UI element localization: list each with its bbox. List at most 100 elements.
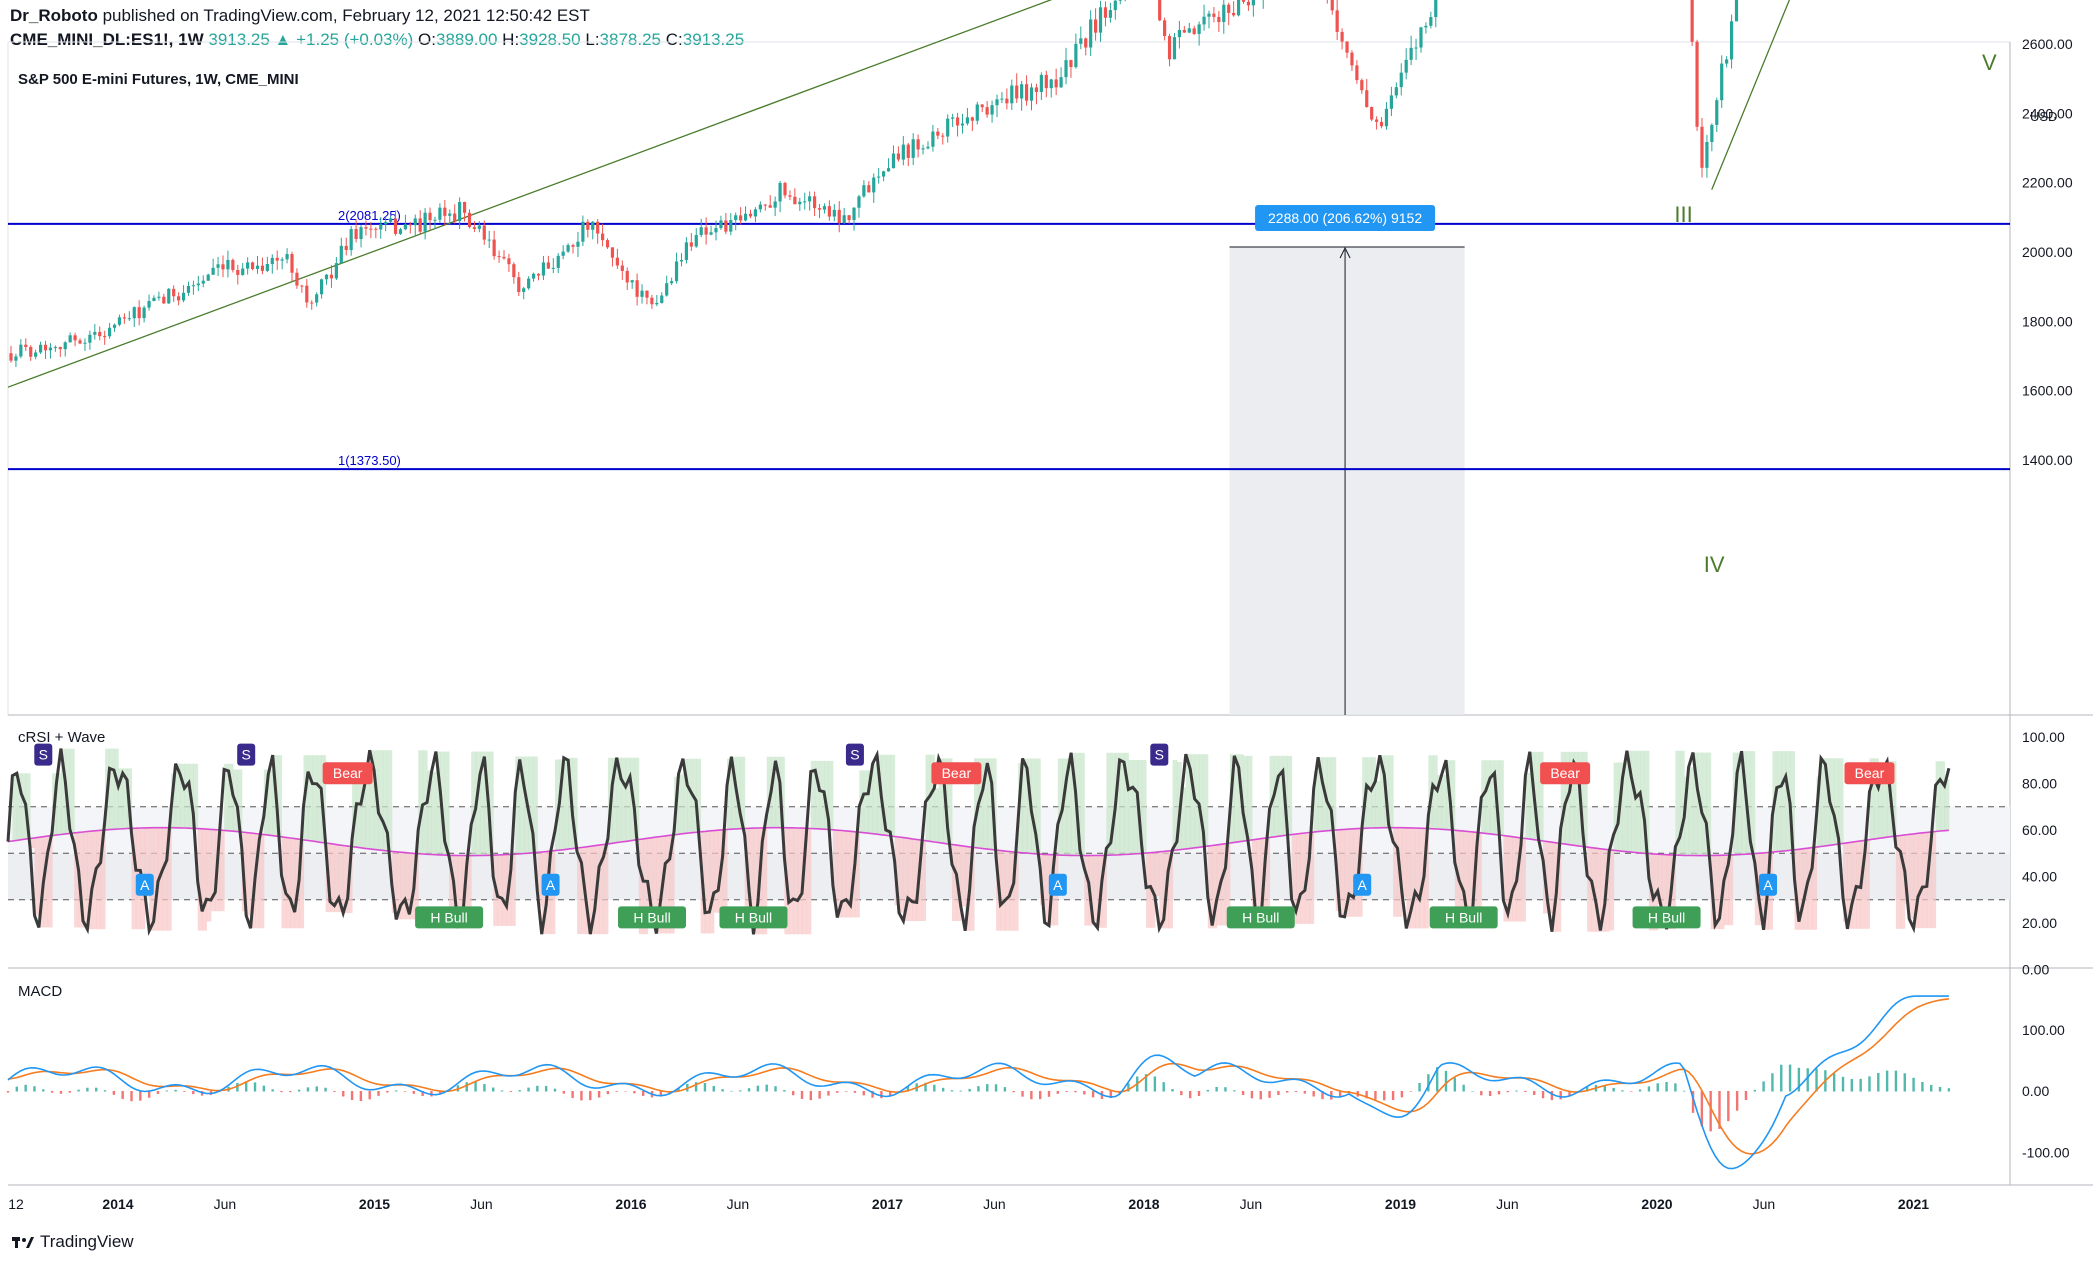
crsi-wave-fill bbox=[109, 748, 115, 830]
tradingview-footer[interactable]: TradingView bbox=[12, 1232, 134, 1252]
candle-body bbox=[433, 219, 437, 221]
trendline-recovery bbox=[1711, 0, 1791, 190]
crsi-signal-bear-bg bbox=[1844, 762, 1895, 785]
crsi-wave-fill bbox=[713, 830, 719, 913]
candle-body bbox=[290, 253, 294, 273]
crsi-wave-fill bbox=[775, 756, 781, 828]
crsi-wave-fill bbox=[894, 836, 900, 906]
crsi-wave-fill bbox=[47, 836, 53, 928]
crsi-wave-fill bbox=[466, 855, 472, 926]
crsi-wave-fill bbox=[1265, 838, 1271, 926]
crsi-wave-fill bbox=[1366, 757, 1372, 829]
crsi-wave-fill bbox=[638, 839, 644, 935]
candle-body bbox=[625, 270, 629, 283]
crsi-wave-fill bbox=[766, 756, 772, 828]
candle-body bbox=[660, 295, 664, 303]
candle-body bbox=[384, 221, 388, 225]
crsi-wave-fill bbox=[1101, 855, 1107, 928]
candle-body bbox=[536, 273, 541, 276]
crsi-wave-fill bbox=[599, 845, 604, 935]
crsi-wave-fill bbox=[224, 763, 230, 831]
crsi-wave-fill bbox=[1340, 829, 1346, 917]
price-tick-label: 1800.00 bbox=[2022, 313, 2073, 329]
crsi-wave-fill bbox=[1560, 751, 1566, 844]
macd-hist-bar bbox=[756, 1085, 760, 1092]
symbol-label[interactable]: CME_MINI_DL:ES1!, 1W bbox=[10, 30, 204, 49]
macd-hist-bar bbox=[350, 1091, 354, 1101]
crsi-wave-fill bbox=[330, 843, 335, 913]
crsi-signal-bull-bg bbox=[1429, 906, 1498, 929]
crsi-wave-fill bbox=[1423, 828, 1429, 929]
crsi-tick-label: 20.00 bbox=[2022, 915, 2057, 931]
crsi-wave-fill bbox=[762, 827, 768, 935]
macd-hist-bar bbox=[659, 1091, 663, 1097]
candle-body bbox=[73, 335, 77, 341]
macd-hist-bar bbox=[703, 1083, 707, 1092]
author-name[interactable]: Dr_Roboto bbox=[10, 6, 98, 25]
crsi-wave-fill bbox=[1401, 827, 1407, 898]
candle-body bbox=[1098, 7, 1103, 33]
macd-hist-bar bbox=[1771, 1073, 1774, 1092]
crsi-wave-fill bbox=[1512, 836, 1518, 922]
macd-hist-bar bbox=[1612, 1087, 1615, 1092]
candle-body bbox=[822, 206, 827, 210]
macd-hist-bar bbox=[774, 1086, 777, 1092]
crsi-wave-fill bbox=[1159, 851, 1165, 929]
crsi-wave-fill bbox=[1371, 757, 1376, 829]
candle-body bbox=[1734, 0, 1739, 22]
crsi-wave-fill bbox=[316, 755, 322, 842]
macd-hist-bar bbox=[1321, 1091, 1324, 1100]
candle-body bbox=[177, 296, 181, 301]
candle-body bbox=[955, 117, 960, 126]
candle-body bbox=[586, 221, 590, 230]
crsi-wave-fill bbox=[1198, 754, 1204, 848]
candle-body bbox=[93, 331, 97, 335]
macd-hist-bar bbox=[1012, 1091, 1015, 1093]
crsi-wave-fill bbox=[603, 844, 609, 935]
crsi-wave-fill bbox=[563, 757, 569, 850]
candle-body bbox=[201, 280, 205, 284]
macd-hist-bar bbox=[1109, 1091, 1112, 1099]
candle-body bbox=[369, 228, 373, 230]
time-tick-label: Jun bbox=[470, 1196, 493, 1212]
macd-hist-bar bbox=[1797, 1067, 1801, 1092]
crsi-signal-s: S bbox=[1155, 747, 1164, 763]
candle-body bbox=[1079, 38, 1083, 44]
crsi-wave-fill bbox=[259, 834, 265, 929]
crsi-wave-fill bbox=[431, 771, 437, 855]
crsi-wave-fill bbox=[382, 750, 388, 851]
candle-body bbox=[714, 228, 718, 233]
candle-body bbox=[743, 213, 748, 221]
candle-body bbox=[689, 242, 693, 247]
price-tick-label: 2400.00 bbox=[2022, 105, 2073, 121]
candle-body bbox=[9, 353, 13, 361]
crsi-wave-fill bbox=[872, 763, 878, 834]
crsi-wave-fill bbox=[1331, 757, 1337, 831]
candle-body bbox=[581, 221, 585, 242]
crsi-wave-fill bbox=[1750, 751, 1756, 854]
macd-hist-bar bbox=[6, 1091, 10, 1093]
crsi-signal-s-bg bbox=[1150, 743, 1169, 766]
candle-body bbox=[1695, 41, 1699, 127]
macd-hist-bar bbox=[1215, 1086, 1218, 1092]
crsi-wave-fill bbox=[65, 748, 71, 834]
crsi-wave-fill bbox=[1666, 854, 1672, 930]
crsi-wave-fill bbox=[788, 827, 794, 935]
crsi-wave-fill bbox=[1816, 776, 1822, 848]
crsi-wave-fill bbox=[1525, 773, 1531, 839]
candle-body bbox=[635, 280, 639, 297]
crsi-wave-fill bbox=[1737, 752, 1743, 855]
crsi-wave-fill bbox=[974, 758, 979, 848]
crsi-signal-bear-bg bbox=[931, 762, 982, 785]
macd-hist-bar bbox=[933, 1084, 936, 1092]
crsi-wave-fill bbox=[1318, 757, 1324, 832]
crsi-wave-fill bbox=[1684, 776, 1690, 856]
crsi-wave-fill bbox=[1079, 752, 1085, 856]
crsi-wave-fill bbox=[1415, 828, 1421, 929]
crsi-wave-fill bbox=[1926, 832, 1932, 929]
macd-hist-bar bbox=[59, 1091, 63, 1094]
candle-body bbox=[877, 176, 881, 178]
macd-hist-bar bbox=[368, 1091, 371, 1100]
fib-level-label: 1(1373.50) bbox=[338, 453, 401, 468]
